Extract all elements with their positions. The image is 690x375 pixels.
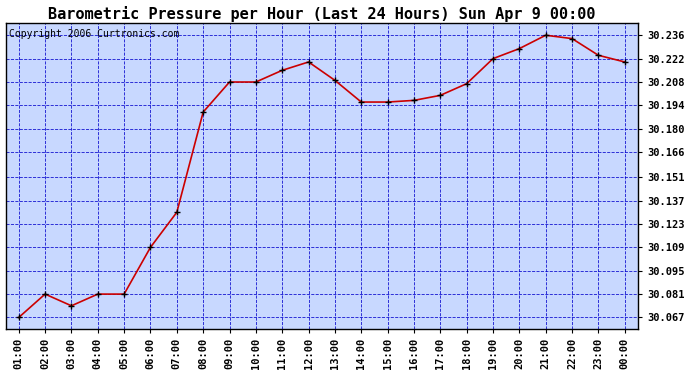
Text: Copyright 2006 Curtronics.com: Copyright 2006 Curtronics.com: [9, 29, 179, 39]
Title: Barometric Pressure per Hour (Last 24 Hours) Sun Apr 9 00:00: Barometric Pressure per Hour (Last 24 Ho…: [48, 6, 595, 21]
